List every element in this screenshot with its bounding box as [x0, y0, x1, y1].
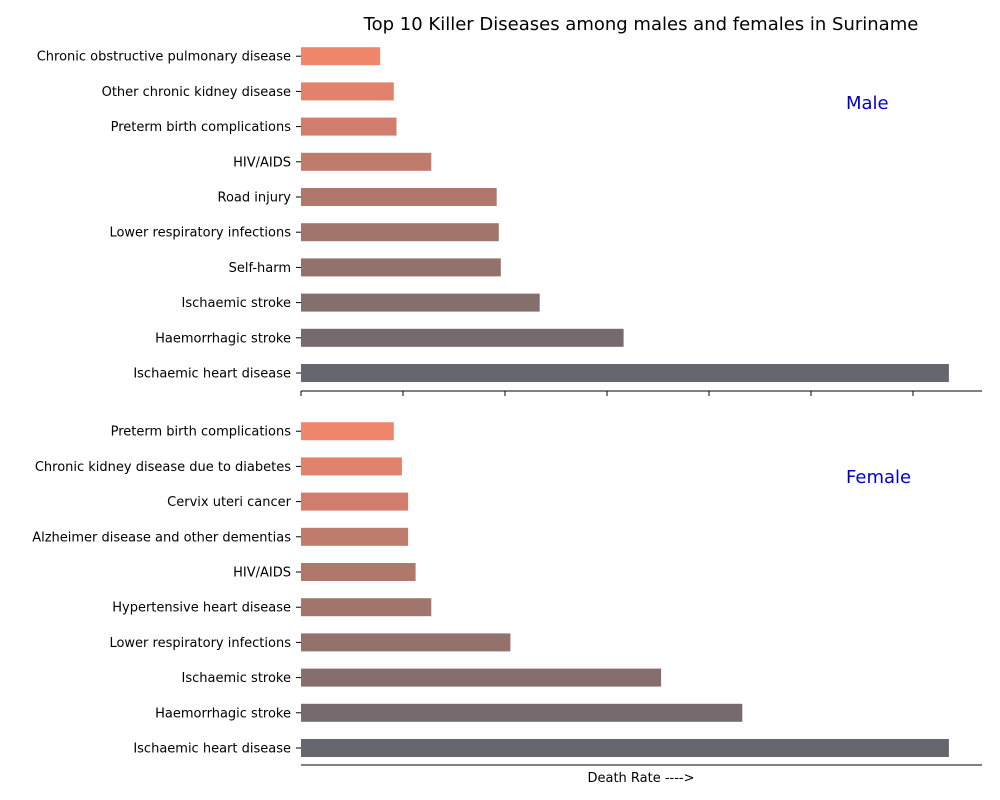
female-y-tick-label: Ischaemic heart disease [133, 742, 291, 757]
male-panel-label: Male [846, 93, 889, 114]
female-bar-chronic-kidney-disease-due-to-diabetes [301, 457, 402, 476]
male-y-tick-label: Ischaemic heart disease [133, 367, 291, 382]
male-bar-hiv-aids [301, 152, 432, 171]
female-y-tick-label: Ischaemic stroke [182, 671, 291, 686]
female-bar-alzheimer-disease-and-other-dementias [301, 527, 409, 546]
female-y-tick-label: Alzheimer disease and other dementias [32, 530, 291, 545]
female-y-tick-label: Preterm birth complications [111, 425, 292, 440]
male-y-tick-label: Lower respiratory infections [109, 226, 291, 241]
male-y-tick-label: Haemorrhagic stroke [155, 331, 291, 346]
female-y-tick-label: Chronic kidney disease due to diabetes [35, 460, 291, 475]
female-bar-ischaemic-stroke [301, 668, 662, 687]
female-bar-ischaemic-heart-disease [301, 739, 949, 757]
male-bar-ischaemic-stroke [301, 293, 540, 312]
male-y-tick-label: Self-harm [229, 261, 291, 276]
male-bar-haemorrhagic-stroke [301, 328, 624, 347]
female-bar-preterm-birth-complications [301, 422, 394, 441]
female-bar-hiv-aids [301, 563, 416, 581]
female-panel: Ischaemic heart disease Haemorrhagic stro… [32, 422, 982, 766]
male-bar-preterm-birth-complications [301, 117, 397, 136]
male-bar-self-harm [301, 258, 501, 277]
male-y-tick-label: Road injury [218, 191, 292, 206]
female-y-tick-label: Cervix uteri cancer [167, 495, 291, 510]
male-y-tick-label: HIV/AIDS [233, 155, 291, 170]
male-y-tick-label: Other chronic kidney disease [102, 85, 291, 100]
male-y-tick-label: Chronic obstructive pulmonary disease [37, 50, 291, 65]
female-bar-haemorrhagic-stroke [301, 703, 743, 722]
male-y-tick-label: Ischaemic stroke [182, 296, 291, 311]
female-bar-cervix-uteri-cancer [301, 492, 409, 511]
female-panel-label: Female [846, 467, 911, 488]
x-axis-label: Death Rate ----> [587, 771, 694, 786]
male-bar-road-injury [301, 188, 497, 206]
male-panel: Ischaemic heart disease Haemorrhagic stro… [37, 47, 982, 396]
chart-title: Top 10 Killer Diseases among males and f… [363, 14, 919, 35]
male-bar-other-chronic-kidney-disease [301, 82, 394, 101]
male-bar-ischaemic-heart-disease [301, 364, 949, 382]
female-bar-hypertensive-heart-disease [301, 598, 432, 617]
female-y-tick-label: Hypertensive heart disease [112, 601, 291, 616]
female-bar-lower-respiratory-infections [301, 633, 511, 652]
male-bar-chronic-obstructive-pulmonary-disease [301, 47, 381, 66]
male-bar-lower-respiratory-infections [301, 223, 499, 242]
female-y-tick-label: HIV/AIDS [233, 566, 291, 581]
male-y-tick-label: Preterm birth complications [111, 120, 292, 135]
female-y-tick-label: Lower respiratory infections [109, 636, 291, 651]
female-y-tick-label: Haemorrhagic stroke [155, 706, 291, 721]
